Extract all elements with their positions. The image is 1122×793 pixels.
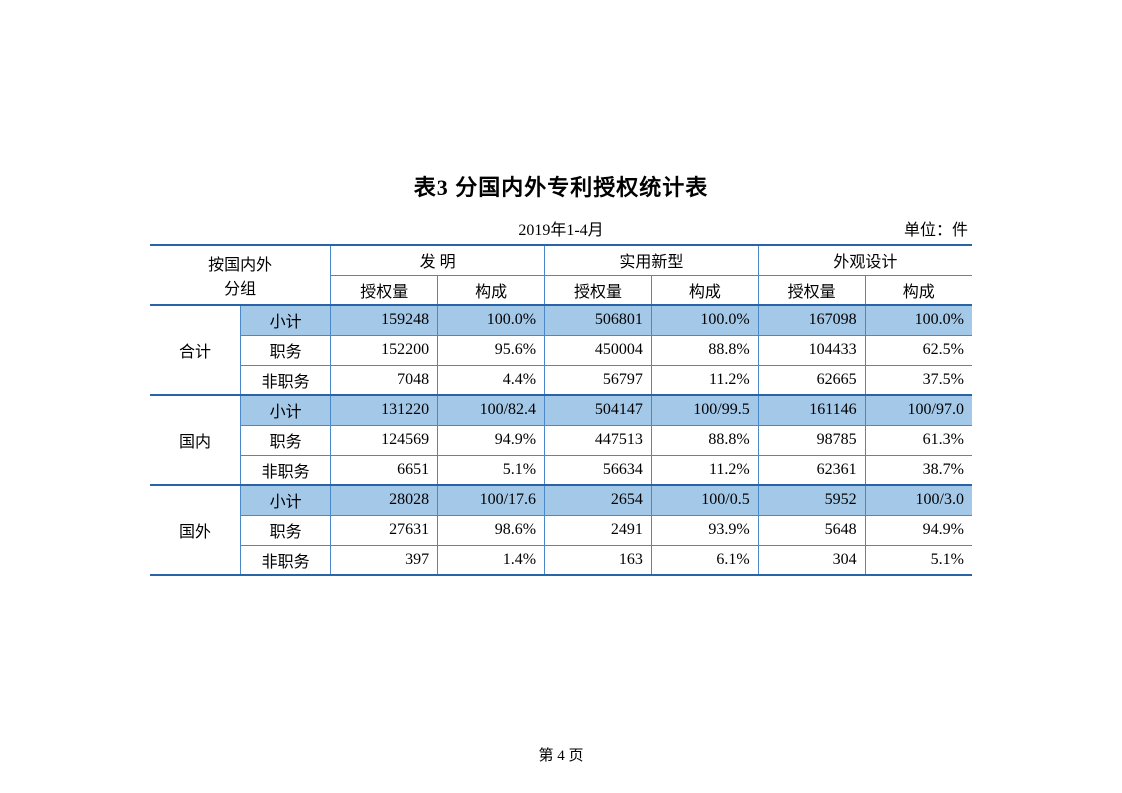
unit-label: 单位：件 (858, 216, 968, 240)
cell: 447513 (545, 425, 652, 455)
cell: 167098 (758, 305, 865, 335)
header-sub-0-1: 构成 (438, 275, 545, 305)
row-label: 非职务 (240, 455, 330, 485)
cell: 397 (331, 545, 438, 575)
cell: 131220 (331, 395, 438, 425)
row-label: 小计 (240, 305, 330, 335)
table-row: 非职务3971.4%1636.1%3045.1% (150, 545, 972, 575)
cell: 56634 (545, 455, 652, 485)
cell: 62361 (758, 455, 865, 485)
table-row: 合计小计159248100.0%506801100.0%167098100.0% (150, 305, 972, 335)
row-label: 职务 (240, 335, 330, 365)
cell: 152200 (331, 335, 438, 365)
header-col-1: 实用新型 (545, 245, 759, 275)
cell: 88.8% (651, 425, 758, 455)
cell: 95.6% (438, 335, 545, 365)
header-sub-1-1: 构成 (651, 275, 758, 305)
table-row: 国内小计131220100/82.4504147100/99.516114610… (150, 395, 972, 425)
cell: 98785 (758, 425, 865, 455)
meta-spacer (154, 216, 264, 240)
cell: 6651 (331, 455, 438, 485)
row-label: 非职务 (240, 365, 330, 395)
cell: 161146 (758, 395, 865, 425)
cell: 5648 (758, 515, 865, 545)
table-title: 表3 分国内外专利授权统计表 (150, 170, 972, 202)
cell: 5.1% (865, 545, 972, 575)
table-row: 非职务66515.1%5663411.2%6236138.7% (150, 455, 972, 485)
group-name-0: 合计 (150, 305, 240, 395)
cell: 100/17.6 (438, 485, 545, 515)
cell: 6.1% (651, 545, 758, 575)
cell: 94.9% (865, 515, 972, 545)
cell: 2491 (545, 515, 652, 545)
table-row: 职务15220095.6%45000488.8%10443362.5% (150, 335, 972, 365)
cell: 5952 (758, 485, 865, 515)
cell: 159248 (331, 305, 438, 335)
cell: 100.0% (438, 305, 545, 335)
cell: 38.7% (865, 455, 972, 485)
row-label: 职务 (240, 425, 330, 455)
cell: 5.1% (438, 455, 545, 485)
header-sub-0-0: 授权量 (331, 275, 438, 305)
group-name-2: 国外 (150, 485, 240, 575)
table-row: 职务2763198.6%249193.9%564894.9% (150, 515, 972, 545)
cell: 4.4% (438, 365, 545, 395)
cell: 62.5% (865, 335, 972, 365)
cell: 93.9% (651, 515, 758, 545)
cell: 450004 (545, 335, 652, 365)
cell: 11.2% (651, 365, 758, 395)
table-row: 非职务70484.4%5679711.2%6266537.5% (150, 365, 972, 395)
header-group-label: 按国内外分组 (150, 245, 331, 305)
group-name-1: 国内 (150, 395, 240, 485)
cell: 304 (758, 545, 865, 575)
cell: 2654 (545, 485, 652, 515)
cell: 100.0% (651, 305, 758, 335)
cell: 62665 (758, 365, 865, 395)
cell: 98.6% (438, 515, 545, 545)
page-number: 第 4 页 (0, 744, 1122, 765)
patent-grant-table: 按国内外分组发 明实用新型外观设计授权量构成授权量构成授权量构成 合计小计159… (150, 244, 972, 576)
cell: 100/99.5 (651, 395, 758, 425)
header-col-2: 外观设计 (758, 245, 972, 275)
cell: 504147 (545, 395, 652, 425)
row-label: 职务 (240, 515, 330, 545)
cell: 27631 (331, 515, 438, 545)
header-sub-2-1: 构成 (865, 275, 972, 305)
cell: 100.0% (865, 305, 972, 335)
cell: 61.3% (865, 425, 972, 455)
header-col-0: 发 明 (331, 245, 545, 275)
cell: 124569 (331, 425, 438, 455)
cell: 56797 (545, 365, 652, 395)
cell: 100/3.0 (865, 485, 972, 515)
cell: 1.4% (438, 545, 545, 575)
header-sub-1-0: 授权量 (545, 275, 652, 305)
cell: 100/82.4 (438, 395, 545, 425)
cell: 163 (545, 545, 652, 575)
cell: 94.9% (438, 425, 545, 455)
cell: 28028 (331, 485, 438, 515)
cell: 11.2% (651, 455, 758, 485)
row-label: 小计 (240, 485, 330, 515)
row-label: 小计 (240, 395, 330, 425)
cell: 104433 (758, 335, 865, 365)
table-row: 国外小计28028100/17.62654100/0.55952100/3.0 (150, 485, 972, 515)
cell: 88.8% (651, 335, 758, 365)
cell: 37.5% (865, 365, 972, 395)
cell: 7048 (331, 365, 438, 395)
period-label: 2019年1-4月 (264, 216, 858, 240)
header-sub-2-0: 授权量 (758, 275, 865, 305)
cell: 506801 (545, 305, 652, 335)
cell: 100/0.5 (651, 485, 758, 515)
cell: 100/97.0 (865, 395, 972, 425)
row-label: 非职务 (240, 545, 330, 575)
table-row: 职务12456994.9%44751388.8%9878561.3% (150, 425, 972, 455)
